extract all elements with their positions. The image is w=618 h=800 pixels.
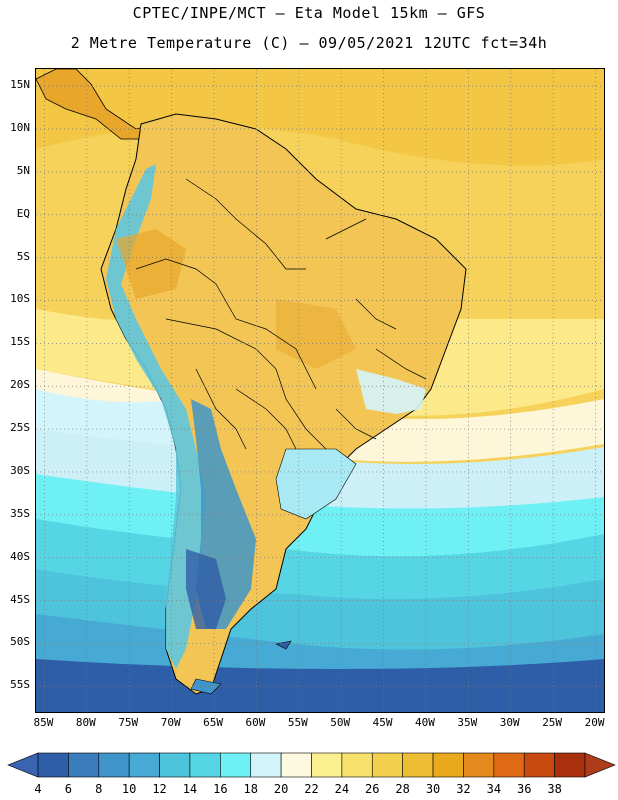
colorbar-label: 18 (243, 782, 258, 796)
colorbar-label: 26 (365, 782, 380, 796)
latitude-label: 15N (10, 78, 30, 92)
colorbar-label: 38 (547, 782, 562, 796)
latitude-label: 35S (10, 506, 30, 520)
latitude-label: 55S (10, 678, 30, 692)
latitude-label: 10N (10, 121, 30, 134)
colorbar-label: 36 (516, 782, 532, 796)
colorbar-cell (554, 752, 586, 778)
longitude-label: 65W (203, 716, 223, 729)
southeast-brazil-highlands (356, 369, 426, 414)
colorbar-label: 24 (334, 782, 350, 796)
map-graticule (36, 69, 604, 712)
colorbar-label: 34 (486, 782, 502, 796)
longitude-label: 75W (118, 716, 139, 729)
colorbar-cell (250, 752, 282, 778)
map-title-line-2: 2 Metre Temperature (C) – 09/05/2021 12U… (70, 34, 548, 52)
latitude-label: 25S (10, 421, 30, 435)
colorbar-cell (159, 752, 191, 778)
colorbar-cell (189, 752, 221, 778)
latitude-label: 20S (10, 378, 30, 392)
colorbar-cell (493, 752, 525, 778)
longitude-label: 45W (372, 716, 393, 729)
longitude-label: 20W (584, 716, 605, 729)
colorbar-cell (371, 752, 403, 778)
colorbar-above-arrow (584, 752, 616, 778)
colorbar-cell (311, 752, 343, 778)
colorbar-label: 20 (273, 782, 289, 796)
longitude-label: 25W (542, 716, 563, 729)
colorbar-cell (523, 752, 555, 778)
longitude-label: 55W (287, 716, 308, 729)
colorbar-label: 8 (95, 782, 103, 796)
uruguay-southern-brazil-region (275, 448, 357, 520)
tierra-del-fuego (190, 678, 222, 695)
longitude-label: 80W (75, 716, 96, 729)
colorbar-cell (341, 752, 373, 778)
latitude-label: 45S (10, 592, 30, 606)
temperature-colorbar (7, 752, 616, 778)
longitude-label: 35W (457, 716, 478, 729)
latitude-label: 40S (10, 549, 30, 563)
colorbar-cells (37, 752, 586, 778)
colorbar-label: 4 (34, 782, 42, 796)
band-north-warm (36, 69, 604, 166)
colorbar-label: 12 (152, 782, 167, 796)
colorbar-label: 6 (64, 782, 72, 796)
central-brazil-warm (276, 299, 356, 369)
longitude-label: 85W (33, 716, 54, 729)
longitude-label: 30W (499, 716, 520, 729)
colorbar-cell (37, 752, 69, 778)
colorbar-label: 32 (456, 782, 471, 796)
latitude-label: 5S (16, 249, 30, 263)
colorbar-label: 10 (121, 782, 137, 796)
colorbar-cell (280, 752, 312, 778)
longitude-label: 40W (415, 716, 435, 729)
latitude-label: 30S (10, 463, 30, 477)
colorbar-label: 16 (213, 782, 228, 796)
map-title-line-1: CPTEC/INPE/MCT – Eta Model 15km – GFS (132, 4, 486, 22)
colorbar-cell (128, 752, 160, 778)
patagonia-coldest-region (186, 549, 226, 629)
latitude-label: 5N (16, 163, 30, 177)
map-canvas (36, 69, 604, 712)
latitude-label: EQ (16, 206, 30, 220)
longitude-label: 70W (160, 716, 181, 729)
temperature-map (35, 68, 605, 713)
colorbar-cell (463, 752, 495, 778)
colorbar-below-arrow (7, 752, 39, 778)
colorbar-cell (402, 752, 434, 778)
colorbar-cell (432, 752, 464, 778)
colorbar-cell (220, 752, 252, 778)
colorbar-label: 14 (182, 782, 198, 796)
andes-cold-region (106, 164, 206, 669)
colorbar-label: 30 (425, 782, 441, 796)
latitude-label: 15S (10, 335, 30, 349)
longitude-label: 50W (330, 716, 351, 729)
latitude-label: 10S (10, 292, 30, 306)
colorbar-cell (68, 752, 100, 778)
colorbar-label: 28 (395, 782, 410, 796)
falkland-islands (275, 640, 292, 650)
longitude-label: 60W (245, 716, 266, 729)
colorbar-cell (98, 752, 130, 778)
colorbar-label: 22 (304, 782, 319, 796)
latitude-label: 50S (10, 635, 30, 649)
